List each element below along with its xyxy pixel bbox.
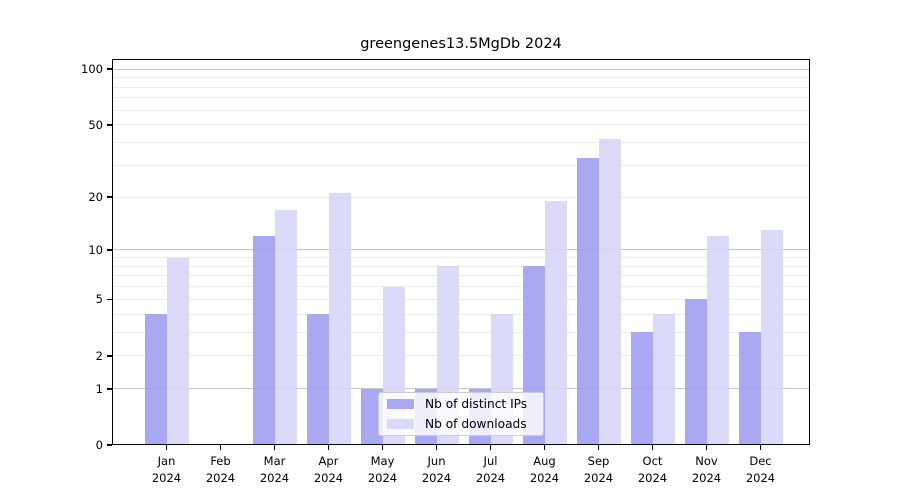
bar-downloads	[328, 193, 351, 445]
x-tick-label: Nov 2024	[691, 454, 722, 485]
y-tick-label: 1	[95, 381, 103, 396]
bar-distinct-ips	[630, 332, 653, 445]
legend-label-distinct-ips: Nb of distinct IPs	[425, 397, 528, 412]
x-tick-label: Sep 2024	[583, 454, 614, 485]
y-tick-label: 50	[88, 117, 103, 132]
y-tick-mark	[107, 249, 112, 251]
y-tick-label: 0	[95, 438, 103, 452]
gridline-minor	[112, 142, 810, 144]
y-tick-mark	[107, 355, 112, 357]
gridline-minor	[112, 313, 810, 315]
gridline-minor	[112, 196, 810, 198]
x-tick-mark	[273, 445, 276, 450]
bar-distinct-ips	[306, 314, 329, 445]
gridline-major	[112, 68, 810, 70]
bar-distinct-ips	[144, 314, 167, 445]
x-tick-label: Dec 2024	[745, 454, 776, 485]
x-tick-mark	[651, 445, 654, 450]
bar-distinct-ips	[576, 157, 599, 445]
x-tick-mark	[165, 445, 168, 450]
y-tick-mark	[107, 298, 112, 301]
gridline-minor	[112, 275, 810, 277]
y-tick-label: 20	[88, 190, 103, 205]
x-tick-label: Apr 2024	[313, 454, 344, 485]
x-tick-label: Jan 2024	[151, 454, 182, 485]
bar-downloads	[760, 230, 783, 445]
gridline-minor	[112, 97, 810, 99]
x-tick-mark	[543, 445, 546, 450]
x-tick-label: Jul 2024	[475, 454, 506, 485]
gridline-minor	[112, 109, 810, 111]
legend-row-downloads: Nb of downloads	[387, 416, 535, 433]
chart-title: greengenes13.5MgDb 2024	[360, 36, 562, 52]
x-tick-label: Jun 2024	[421, 454, 452, 485]
bar-distinct-ips	[252, 236, 275, 445]
x-tick-mark	[219, 445, 222, 450]
bar-distinct-ips	[360, 388, 383, 445]
legend: Nb of distinct IPs Nb of downloads	[378, 392, 544, 436]
y-tick-label: 100	[81, 62, 103, 77]
x-tick-label: Oct 2024	[637, 454, 668, 485]
x-tick-label: Mar 2024	[259, 454, 290, 485]
y-tick-mark	[107, 444, 112, 446]
y-tick-mark	[107, 124, 112, 126]
gridline-minor	[112, 265, 810, 267]
gridline-minor	[112, 77, 810, 79]
y-tick-label: 2	[95, 348, 103, 363]
y-tick-mark	[107, 388, 112, 390]
x-tick-label: Feb 2024	[205, 454, 236, 485]
gridline-minor	[112, 298, 810, 300]
x-tick-mark	[327, 445, 330, 450]
gridline-minor	[112, 257, 810, 259]
gridline-minor	[112, 331, 810, 333]
x-tick-mark	[489, 445, 492, 450]
gridline-minor	[112, 355, 810, 357]
bar-downloads	[706, 236, 729, 445]
legend-label-downloads: Nb of downloads	[425, 416, 527, 431]
gridline-minor	[112, 164, 810, 166]
bar-downloads	[274, 209, 297, 445]
x-tick-mark	[381, 445, 384, 450]
y-tick-label: 10	[88, 242, 103, 257]
x-tick-mark	[435, 445, 438, 450]
x-tick-label: Aug 2024	[529, 454, 560, 485]
x-tick-label: May 2024	[367, 454, 398, 485]
bar-downloads	[652, 314, 675, 445]
gridline-minor	[112, 86, 810, 88]
x-tick-mark	[705, 445, 708, 450]
gridline-major	[112, 249, 810, 251]
bar-downloads	[166, 257, 189, 445]
legend-swatch-distinct-ips	[387, 399, 414, 410]
bar-distinct-ips	[684, 299, 707, 445]
x-tick-mark	[597, 445, 600, 450]
x-tick-mark	[759, 445, 762, 450]
gridline-major	[112, 388, 810, 390]
bar-downloads	[544, 201, 567, 445]
y-tick-mark	[107, 68, 112, 70]
bar-downloads	[598, 138, 621, 445]
gridline-minor	[112, 286, 810, 288]
y-tick-label: 5	[95, 292, 103, 307]
bar-distinct-ips	[738, 332, 761, 445]
gridline-minor	[112, 124, 810, 126]
y-tick-mark	[107, 196, 112, 198]
legend-swatch-downloads	[387, 418, 414, 429]
legend-row-distinct-ips: Nb of distinct IPs	[387, 396, 535, 413]
